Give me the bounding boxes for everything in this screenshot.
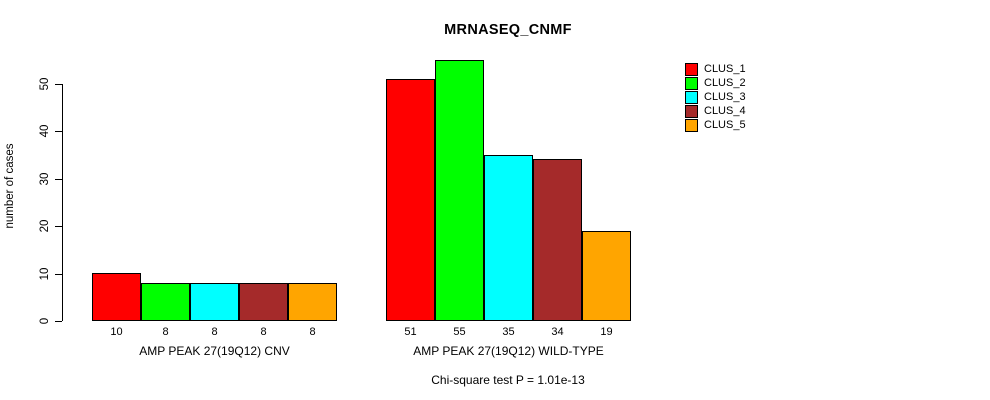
group-label: AMP PEAK 27(19Q12) CNV (139, 344, 290, 358)
legend-swatch-clus_5 (685, 118, 698, 132)
legend: CLUS_1 CLUS_2 CLUS_3 CLUS_4 CLUS_5 (685, 62, 746, 133)
bar-clus_4-group1 (239, 283, 288, 321)
bar-clus_5-group2 (582, 231, 631, 321)
y-tick-label: 30 (39, 172, 51, 185)
bar-value-label: 19 (600, 326, 613, 338)
y-axis-line (62, 83, 64, 321)
bar-value-label: 8 (162, 326, 169, 338)
legend-swatch-clus_2 (685, 76, 698, 90)
bar-value-label: 35 (502, 326, 515, 338)
bar-value-label: 8 (309, 326, 316, 338)
bar-value-label: 10 (110, 326, 123, 338)
y-tick-label: 50 (39, 77, 51, 90)
bar-clus_3-group2 (484, 155, 533, 321)
y-tick-label: 0 (39, 317, 51, 325)
y-axis-tick (55, 273, 62, 275)
bar-clus_5-group1 (288, 283, 337, 321)
legend-swatch-clus_1 (685, 62, 698, 76)
legend-label: CLUS_4 (704, 105, 746, 117)
y-axis-tick (55, 83, 62, 85)
y-axis-tick (55, 131, 62, 133)
y-tick-label: 10 (39, 267, 51, 280)
y-axis-tick (55, 226, 62, 228)
bar-value-label: 8 (211, 326, 218, 338)
legend-label: CLUS_2 (704, 77, 746, 89)
legend-swatch-clus_3 (685, 90, 698, 104)
y-axis-tick (55, 321, 62, 323)
y-tick-label: 40 (39, 124, 51, 138)
legend-swatch-clus_4 (685, 104, 698, 118)
legend-label: CLUS_3 (704, 91, 746, 103)
y-axis-tick (55, 178, 62, 180)
legend-label: CLUS_1 (704, 63, 746, 75)
bar-value-label: 8 (260, 326, 267, 338)
bar-clus_1-group1 (92, 273, 141, 321)
bar-clus_2-group2 (435, 60, 484, 321)
bar-clus_3-group1 (190, 283, 239, 321)
bar-clus_2-group1 (141, 283, 190, 321)
bar-clus_4-group2 (533, 159, 582, 321)
group-label: AMP PEAK 27(19Q12) WILD-TYPE (413, 344, 604, 358)
bar-clus_1-group2 (386, 79, 435, 321)
chi-square-footnote: Chi-square test P = 1.01e-13 (431, 373, 585, 387)
legend-row-clus_4: CLUS_4 (685, 104, 746, 118)
legend-label: CLUS_5 (704, 119, 746, 131)
legend-row-clus_1: CLUS_1 (685, 62, 746, 76)
legend-row-clus_3: CLUS_3 (685, 90, 746, 104)
bar-value-label: 34 (551, 326, 564, 338)
y-tick-label: 20 (39, 219, 51, 233)
legend-row-clus_5: CLUS_5 (685, 118, 746, 132)
chart-title: MRNASEQ_CNMF (444, 22, 572, 38)
legend-row-clus_2: CLUS_2 (685, 76, 746, 90)
bar-value-label: 55 (453, 326, 466, 338)
bar-value-label: 51 (404, 326, 417, 338)
